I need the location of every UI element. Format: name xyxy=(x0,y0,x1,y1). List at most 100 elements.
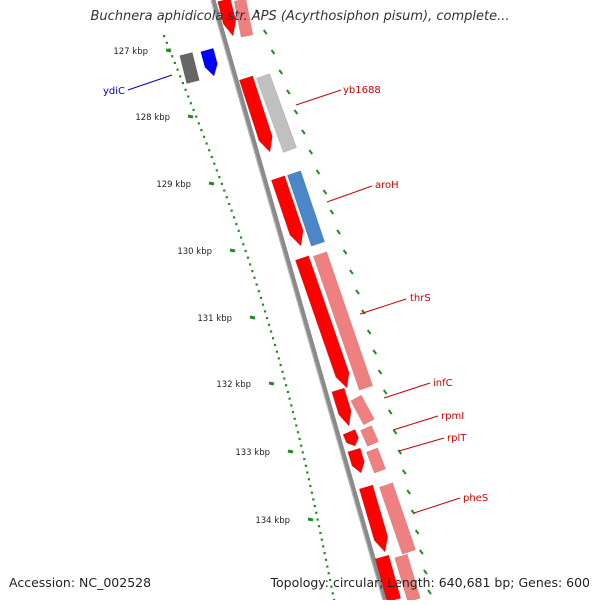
gene-tick xyxy=(293,109,299,115)
gene-tick xyxy=(377,369,383,375)
ruler-dot xyxy=(316,518,319,521)
gene-tick xyxy=(387,409,393,415)
gene-leader-line xyxy=(392,415,439,431)
ruler-label: 134 kbp xyxy=(255,516,290,526)
ruler-dot xyxy=(279,364,282,367)
gene-tick xyxy=(336,229,341,235)
gene-label-rpmI[interactable]: rpmI xyxy=(441,411,464,422)
ruler-dot xyxy=(192,108,195,112)
gene-label-yb1688[interactable]: yb1688 xyxy=(343,85,381,96)
gene-label-infC[interactable]: infC xyxy=(433,378,453,389)
gene-label-rplT[interactable]: rplT xyxy=(447,433,467,444)
gene-label-aroH[interactable]: aroH xyxy=(375,180,399,191)
ruler-dot xyxy=(263,310,267,313)
gene-label-thrS[interactable]: thrS xyxy=(410,293,431,304)
gene-leader-line xyxy=(326,185,373,203)
gene-feature xyxy=(312,251,374,391)
ruler-dot xyxy=(284,384,288,387)
ruler-dot xyxy=(165,41,168,44)
ruler-dot xyxy=(208,149,211,152)
ruler-dot xyxy=(205,142,208,145)
ruler-dot xyxy=(286,390,289,394)
ruler-label: 133 kbp xyxy=(235,448,270,458)
feature-layer xyxy=(179,0,421,603)
gene-tick xyxy=(414,529,420,535)
ruler-dot xyxy=(330,585,333,588)
ruler-major-tick xyxy=(229,248,236,253)
gene-feature xyxy=(365,447,387,474)
gene-feature-ydiC xyxy=(200,47,218,77)
ruler-dot xyxy=(312,498,315,501)
ruler-dot xyxy=(218,176,221,179)
gene-feature xyxy=(378,482,417,555)
gene-feature xyxy=(359,425,380,447)
ruler-dot xyxy=(261,303,265,306)
map-title: Buchnera aphidicola str. APS (Acyrthosip… xyxy=(90,9,510,24)
ruler-dot xyxy=(304,464,307,467)
gene-tick xyxy=(255,9,260,15)
gene-leader-line xyxy=(359,298,407,315)
ruler-dot xyxy=(213,162,216,165)
ruler-dot xyxy=(173,61,176,65)
gene-feature xyxy=(255,73,298,153)
ruler-dot xyxy=(215,169,218,172)
ruler-dot xyxy=(171,55,174,58)
ruler-dot xyxy=(220,182,223,185)
ruler-dot xyxy=(298,437,301,441)
ruler-dot xyxy=(223,189,226,192)
ruler-dot xyxy=(303,458,306,461)
cds-feature xyxy=(331,387,352,427)
ruler-major-tick xyxy=(187,114,194,119)
accession-text: Accession: NC_002528 xyxy=(9,575,152,590)
ruler-dot xyxy=(317,525,321,528)
ruler-dot xyxy=(283,377,286,380)
ruler-dot xyxy=(269,330,273,333)
ruler-dot xyxy=(296,431,300,434)
ruler-dot xyxy=(313,505,316,508)
topology-summary: Topology: circular; Length: 640,681 bp; … xyxy=(270,575,591,590)
cds-feature xyxy=(294,255,350,389)
gene-tick xyxy=(372,349,378,355)
cds-feature xyxy=(238,75,273,153)
gene-tick xyxy=(410,509,416,515)
cds-feature xyxy=(374,554,402,603)
ruler-dot xyxy=(328,578,332,582)
gene-feature-ydiC-partner xyxy=(179,51,200,85)
gene-feature xyxy=(233,0,254,38)
ruler-dot xyxy=(255,283,258,286)
ruler-dot xyxy=(251,270,254,273)
ruler-dot xyxy=(300,444,303,447)
gene-tick xyxy=(278,69,284,75)
ruler-dot xyxy=(202,135,206,138)
ruler-major-tick xyxy=(249,315,256,320)
ruler-dot xyxy=(324,558,328,561)
gene-tick xyxy=(270,49,276,55)
gene-tick xyxy=(342,249,348,255)
ruler-dot xyxy=(195,115,198,118)
ruler-dot xyxy=(306,471,309,474)
ruler-dot xyxy=(273,343,277,347)
gene-label-pheS[interactable]: pheS xyxy=(463,493,488,504)
ruler-dot xyxy=(189,102,193,105)
cds-feature xyxy=(342,428,360,447)
label-layer: 127 kbp 128 kbp 129 kbp 130 kbp 131 kbp 132 k… xyxy=(103,47,488,526)
ruler-dot xyxy=(232,216,236,219)
ruler-dot xyxy=(293,417,296,420)
gene-label-ydiC[interactable]: ydiC xyxy=(103,86,125,97)
ruler-dot xyxy=(326,565,329,568)
gene-leader-line xyxy=(398,437,445,452)
ruler-dot xyxy=(319,531,322,535)
ruler-label: 132 kbp xyxy=(216,380,251,390)
ruler-dot xyxy=(210,155,213,159)
ruler-dot xyxy=(181,82,185,85)
gene-tick xyxy=(397,449,403,455)
gene-tick xyxy=(361,309,366,315)
ruler-dot xyxy=(184,88,187,91)
ruler-dot xyxy=(275,350,279,353)
tick-layer xyxy=(163,9,432,602)
gene-tick xyxy=(427,589,432,595)
ruler-major-tick xyxy=(268,381,275,386)
ruler-dot xyxy=(197,122,200,125)
ruler-dot xyxy=(163,35,166,38)
